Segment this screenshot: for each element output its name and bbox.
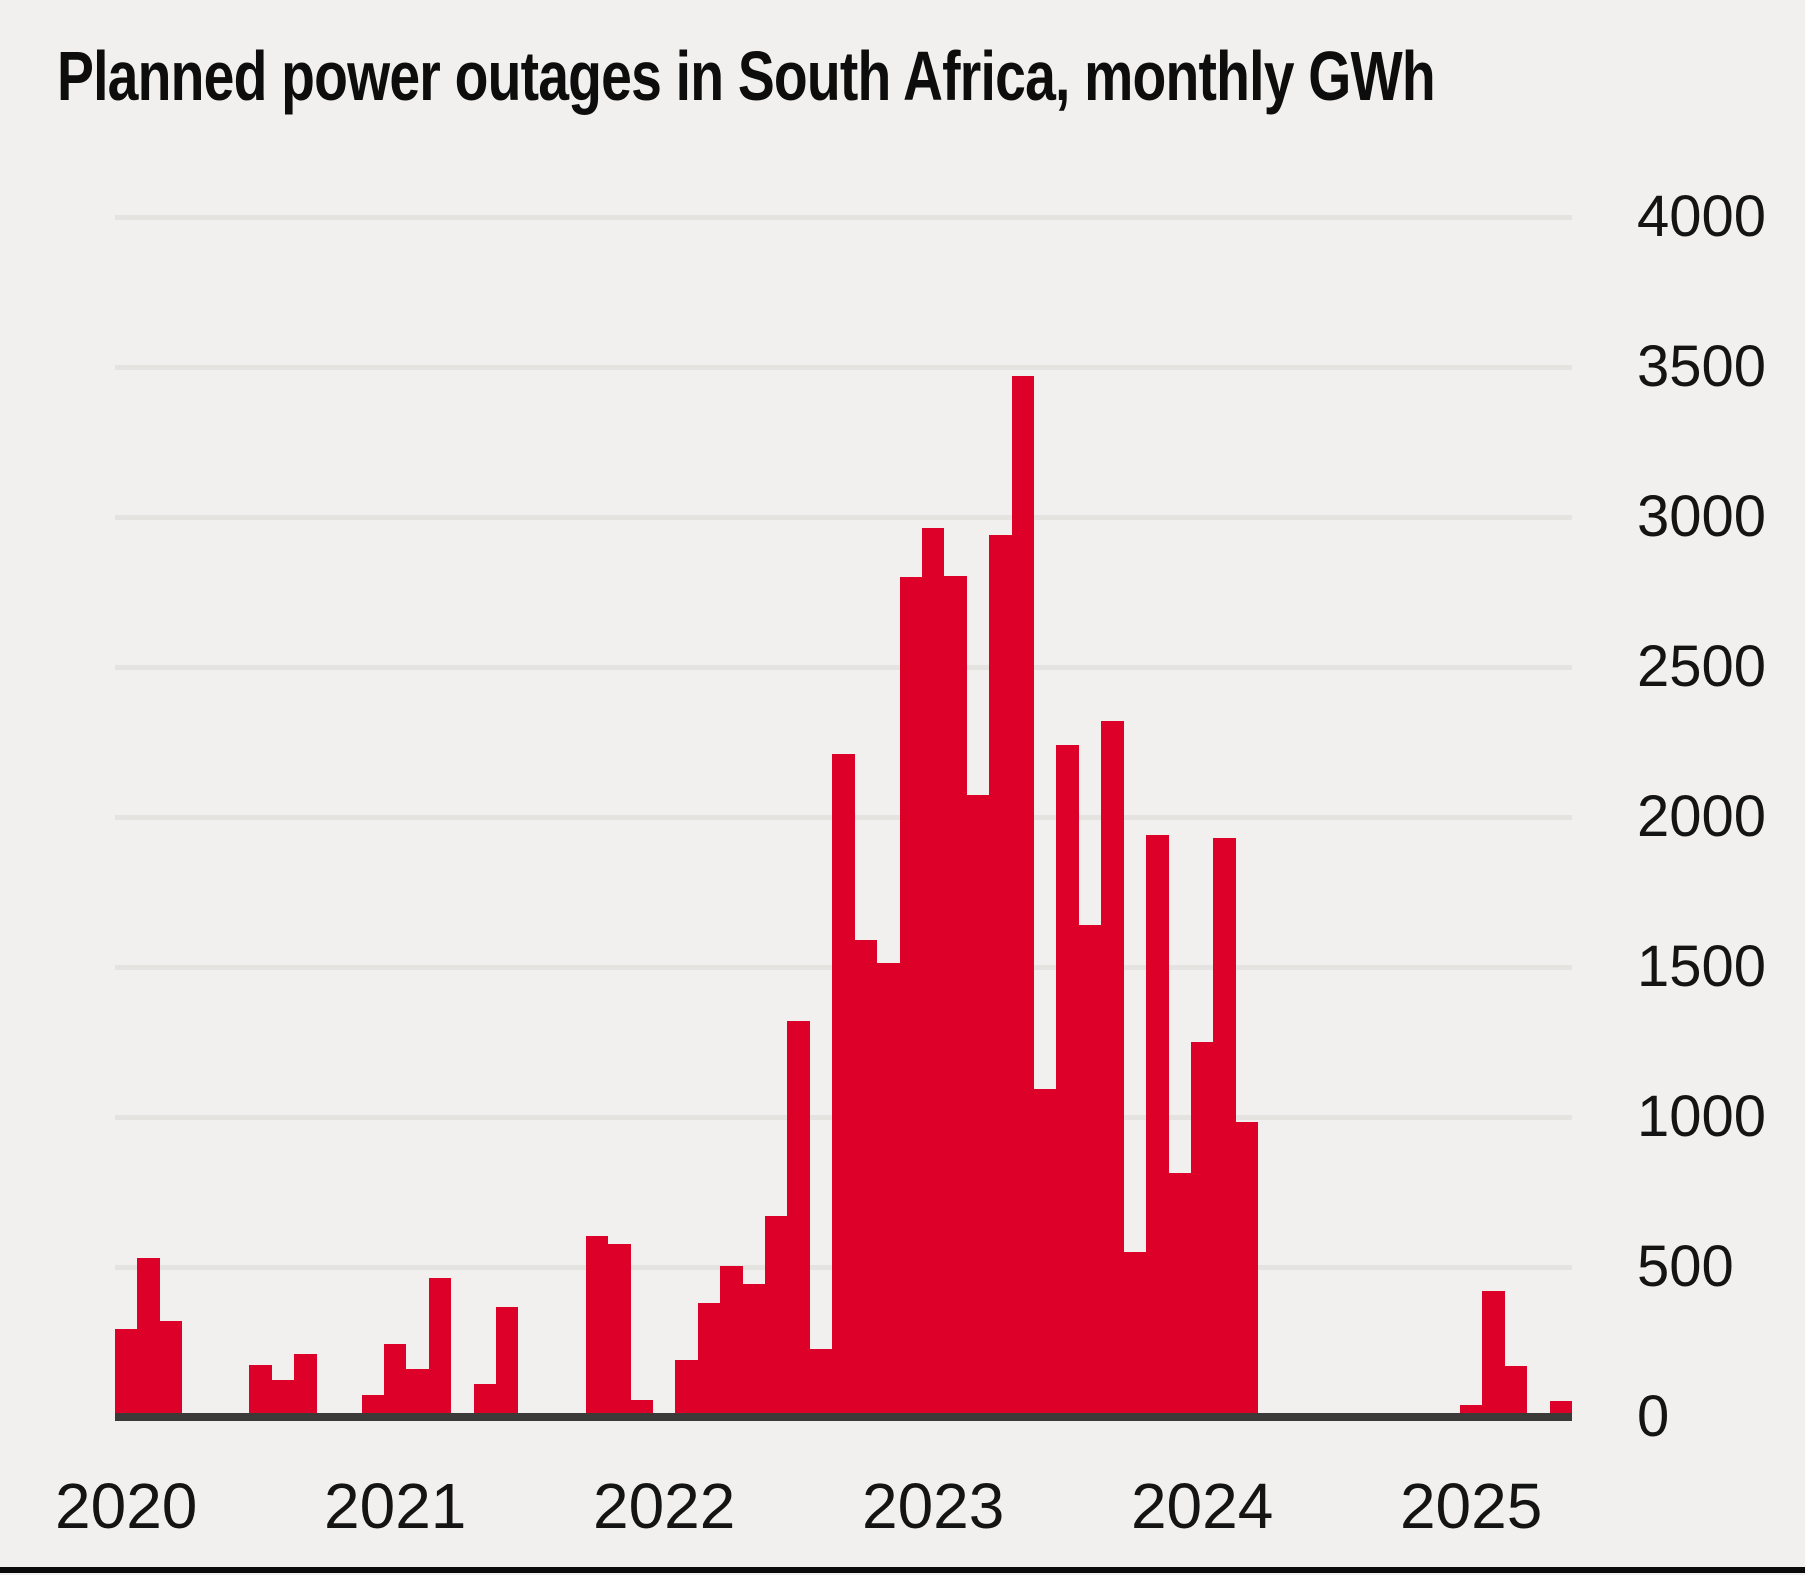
y-tick-label-2500: 2500 [1637,634,1767,699]
bar-2023-01 [921,527,945,1414]
bar-2023-03 [966,794,990,1414]
bar-2022-12 [899,577,922,1414]
bar-2024-01 [1190,1042,1214,1414]
y-tick-label-1500: 1500 [1637,934,1767,999]
y-tick-label-3000: 3000 [1637,484,1767,549]
bar-2021-06 [496,1306,519,1414]
bar-2022-04 [720,1265,743,1414]
bar-2022-05 [742,1283,766,1414]
y-tick-label-3500: 3500 [1637,334,1767,399]
x-tick-label-2024: 2024 [1130,1470,1274,1542]
bar-2025-03 [1504,1366,1528,1414]
gridline-3000 [115,514,1572,520]
y-tick-label-2000: 2000 [1637,784,1767,849]
gridline-4000 [115,214,1572,220]
bar-2023-08 [1078,925,1102,1414]
bar-2022-11 [877,962,900,1414]
bar-2021-10 [585,1235,609,1414]
bar-2023-04 [989,535,1012,1414]
y-tick-label-500: 500 [1637,1234,1734,1299]
bar-2025-02 [1482,1291,1505,1414]
bar-2020-07 [249,1364,272,1414]
bar-2022-09 [832,754,855,1414]
bar-2020-02 [137,1258,160,1414]
chart-title: Planned power outages in South Africa, m… [57,37,1436,115]
bar-2022-06 [765,1216,788,1414]
x-tick-label-2021: 2021 [324,1470,467,1542]
bar-2023-06 [1034,1088,1057,1414]
x-tick-label-2023: 2023 [861,1470,1005,1542]
gridline-3500 [115,364,1572,370]
x-tick-label-2025: 2025 [1399,1470,1543,1542]
bar-2020-03 [159,1321,183,1414]
y-tick-label-0: 0 [1637,1384,1670,1449]
bar-2021-11 [608,1243,631,1414]
bar-2022-10 [854,940,878,1414]
bar-2022-07 [787,1021,810,1414]
bar-2023-09 [1101,721,1124,1414]
bar-2021-02 [406,1369,429,1414]
bar-2020-08 [271,1379,295,1414]
bar-2022-02 [675,1360,698,1414]
bar-2021-01 [383,1343,407,1414]
bottom-rule [0,1567,1805,1573]
bar-2020-09 [294,1354,317,1414]
bar-2023-02 [944,575,967,1414]
gridline-2500 [115,664,1572,670]
x-axis-line [115,1413,1572,1421]
y-tick-label-4000: 4000 [1637,184,1767,249]
bar-2020-01 [115,1328,138,1414]
bar-2020-12 [361,1394,384,1414]
bar-2021-12 [630,1399,653,1414]
bar-2022-08 [809,1348,833,1414]
bar-2021-05 [473,1384,497,1414]
y-tick-label-1000: 1000 [1637,1084,1767,1149]
bar-2025-01 [1459,1405,1483,1414]
bar-2025-05 [1549,1400,1572,1414]
bar-2024-02 [1213,838,1236,1414]
bar-2023-10 [1123,1252,1147,1414]
x-tick-label-2020: 2020 [55,1470,198,1542]
bar-2023-12 [1168,1172,1191,1414]
bar-2023-05 [1011,376,1035,1414]
x-tick-label-2022: 2022 [592,1470,736,1542]
bar-2022-03 [697,1303,721,1414]
bar-2024-03 [1235,1121,1259,1414]
bar-2023-07 [1056,745,1079,1414]
bar-2021-03 [428,1277,452,1414]
bar-2023-11 [1146,835,1169,1414]
